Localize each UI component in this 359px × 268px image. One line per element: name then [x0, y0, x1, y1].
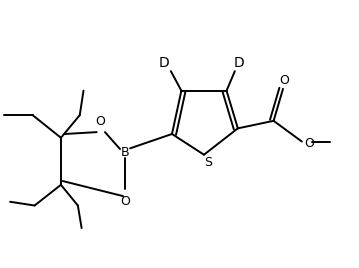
Text: D: D — [234, 56, 245, 70]
Text: B: B — [121, 146, 129, 159]
Text: O: O — [304, 136, 314, 150]
Text: S: S — [205, 157, 213, 169]
Text: O: O — [95, 115, 104, 128]
Text: D: D — [159, 56, 170, 70]
Text: O: O — [279, 74, 289, 87]
Text: O: O — [120, 195, 130, 208]
